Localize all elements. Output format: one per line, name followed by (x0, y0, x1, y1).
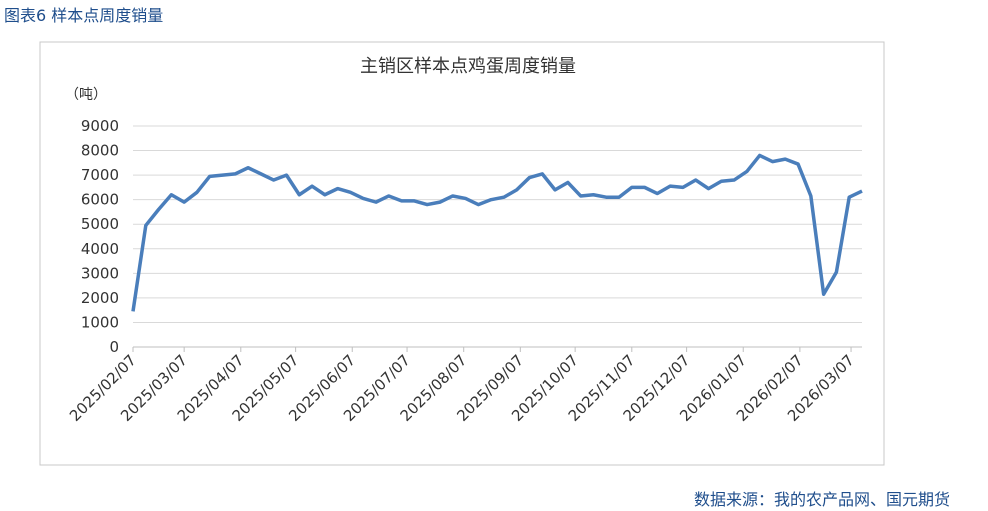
y-tick-label: 0 (109, 338, 119, 356)
line (131, 153, 863, 312)
source: 数据来源：我的农产品网、国元期货 (693, 490, 950, 509)
chart-frame (39, 41, 885, 466)
y-label: （吨） (65, 87, 107, 103)
chart-title: 主销区样本点鸡蛋周度销量 (360, 56, 576, 77)
y-tick-label: 2000 (81, 289, 119, 307)
y-tick-label: 1000 (81, 313, 119, 331)
y-tick-label: 6000 (81, 191, 119, 209)
y-tick-label: 4000 (81, 240, 119, 258)
header: 图表6 样本点周度销量 (4, 6, 164, 25)
y-tick-label: 8000 (81, 142, 119, 160)
y-tick-label: 7000 (81, 166, 119, 184)
y-tick-label: 5000 (81, 215, 119, 233)
y-tick-label: 3000 (81, 264, 119, 282)
y-tick-label: 9000 (81, 117, 119, 135)
